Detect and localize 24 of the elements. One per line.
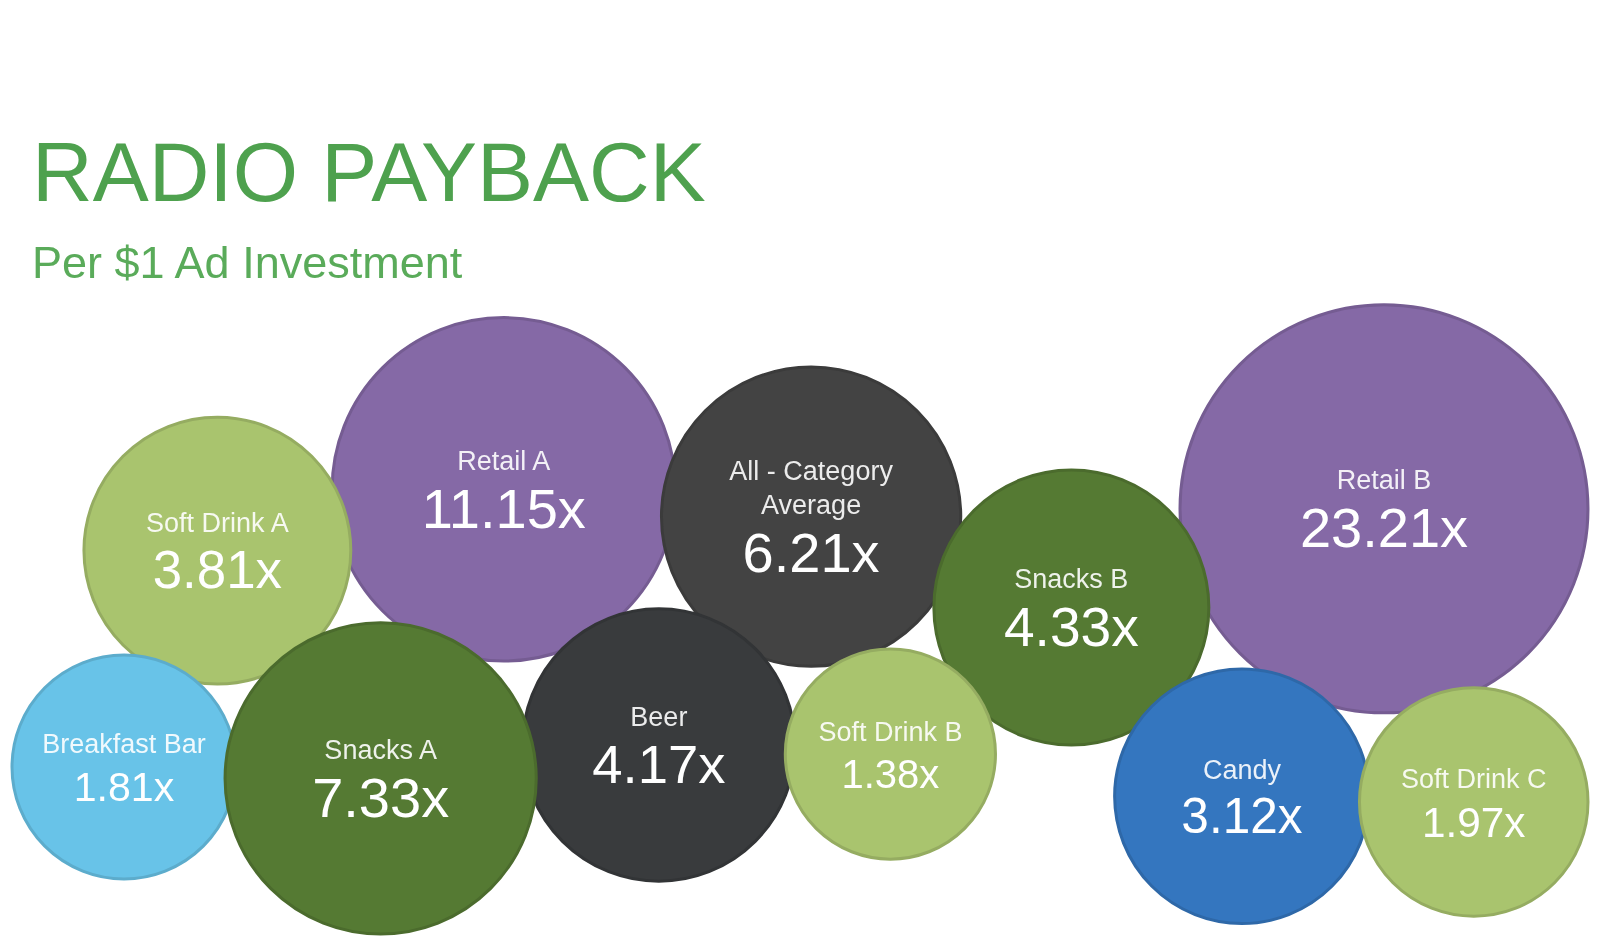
data-label: 11.15x: [421, 476, 586, 540]
data-label: 23.21x: [1299, 496, 1469, 560]
text: Per $1 Ad Investment: [32, 237, 463, 288]
data-label: 1.97x: [1421, 798, 1526, 846]
category-label: Soft Drink A: [146, 508, 289, 539]
data-label: 3.81x: [152, 540, 283, 600]
category-label: Snacks A: [324, 734, 437, 765]
data-label: 6.21x: [742, 521, 880, 585]
text: RADIO PAYBACK: [32, 125, 706, 219]
data-label: 1.38x: [841, 752, 940, 797]
category-label: Soft Drink C: [1400, 763, 1547, 794]
data-label: 3.12x: [1181, 787, 1303, 843]
category-label: Beer: [630, 702, 688, 733]
category-label: All - Category Average: [729, 456, 894, 521]
category-label: Retail B: [1336, 465, 1432, 496]
category-label: Retail A: [457, 445, 551, 476]
data-label: 4.33x: [1003, 595, 1139, 658]
category-label: Snacks B: [1014, 564, 1129, 595]
category-label: Breakfast Bar: [42, 728, 206, 759]
data-label: 4.17x: [592, 734, 726, 796]
category-label: Soft Drink B: [818, 716, 963, 747]
data-label: 1.81x: [73, 764, 175, 811]
category-label: Candy: [1202, 755, 1282, 786]
data-label: 7.33x: [312, 765, 450, 829]
